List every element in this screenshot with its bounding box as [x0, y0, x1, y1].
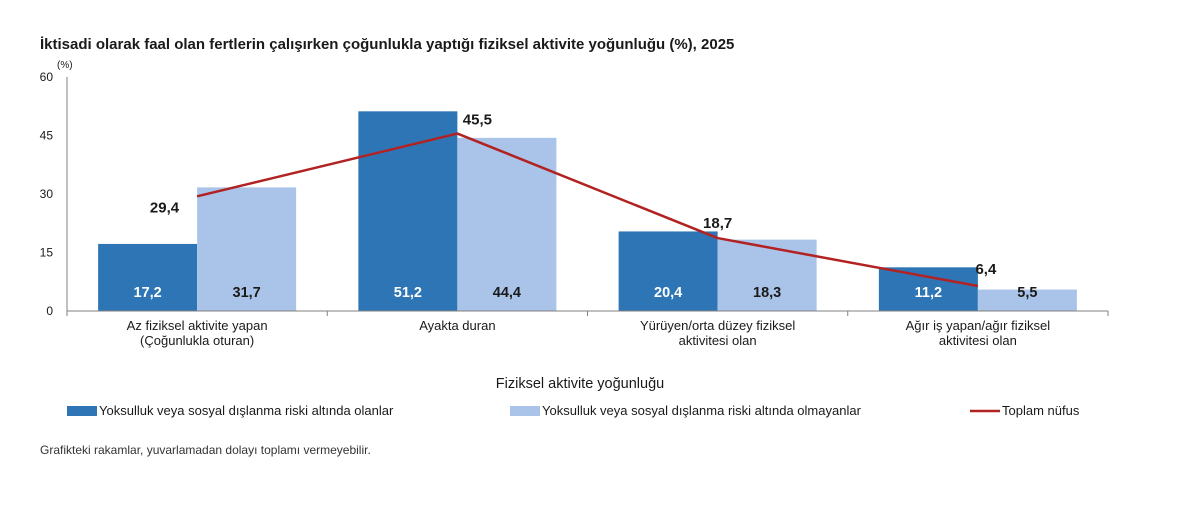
bars: 17,2 51,2 20,4 11,2 31,7 44,4 18,3 5,5 — [98, 111, 1077, 311]
chart-title: İktisadi olarak faal olan fertlerin çalı… — [40, 36, 734, 53]
bar-at-risk — [618, 231, 718, 311]
y-tick-label: 0 — [46, 304, 53, 318]
bar-not-at-risk — [197, 187, 297, 311]
bar-value-label: 5,5 — [1017, 285, 1037, 301]
x-tick-label: Az fiziksel aktivite yapan (Çoğunlukla ot… — [127, 318, 268, 348]
line-value-label: 18,7 — [703, 215, 732, 232]
bar-at-risk — [878, 267, 978, 311]
y-tick-label: 30 — [40, 187, 54, 201]
x-tick-label: Ayakta duran — [419, 318, 495, 333]
bar-at-risk — [358, 111, 458, 311]
bar-not-at-risk — [717, 239, 817, 311]
bar-value-label: 17,2 — [134, 285, 162, 301]
y-tick-label: 15 — [40, 246, 54, 260]
bar-value-label: 20,4 — [654, 285, 682, 301]
y-unit-label: (%) — [57, 60, 73, 71]
x-tick-label: Yürüyen/orta düzey fiziksel aktivitesi ol… — [640, 318, 795, 348]
line-value-label: 45,5 — [463, 112, 492, 129]
bar-value-label: 18,3 — [753, 285, 781, 301]
legend-label: Yoksulluk veya sosyal dışlanma riski alt… — [542, 403, 862, 418]
line-value-label: 29,4 — [150, 199, 180, 216]
x-axis: Az fiziksel aktivite yapan (Çoğunlukla ot… — [66, 310, 1109, 348]
legend: Yoksulluk veya sosyal dışlanma riski alt… — [67, 403, 1080, 418]
bar-value-label: 11,2 — [915, 285, 942, 301]
bar-not-at-risk — [977, 289, 1077, 311]
bar-value-label: 51,2 — [394, 285, 422, 301]
y-tick-label: 45 — [40, 129, 54, 143]
line-series: 29,4 45,5 18,7 6,4 — [150, 112, 997, 288]
legend-swatch — [67, 406, 97, 416]
bar-at-risk — [98, 243, 198, 311]
x-axis-title: Fiziksel aktivite yoğunluğu — [496, 376, 664, 392]
y-axis: 0 15 30 45 60 — [40, 70, 68, 318]
legend-label: Yoksulluk veya sosyal dışlanma riski alt… — [99, 403, 394, 418]
line-value-label: 6,4 — [975, 261, 997, 278]
footnote: Grafikteki rakamlar, yuvarlamadan dolayı… — [40, 443, 371, 457]
bar-value-label: 44,4 — [493, 285, 521, 301]
y-tick-label: 60 — [40, 70, 54, 84]
total-population-line — [196, 132, 979, 288]
legend-swatch — [510, 406, 540, 416]
bar-value-label: 31,7 — [233, 285, 261, 301]
x-tick-label: Ağır iş yapan/ağır fiziksel aktivitesi ol… — [906, 318, 1051, 348]
legend-label: Toplam nüfus — [1002, 403, 1080, 418]
